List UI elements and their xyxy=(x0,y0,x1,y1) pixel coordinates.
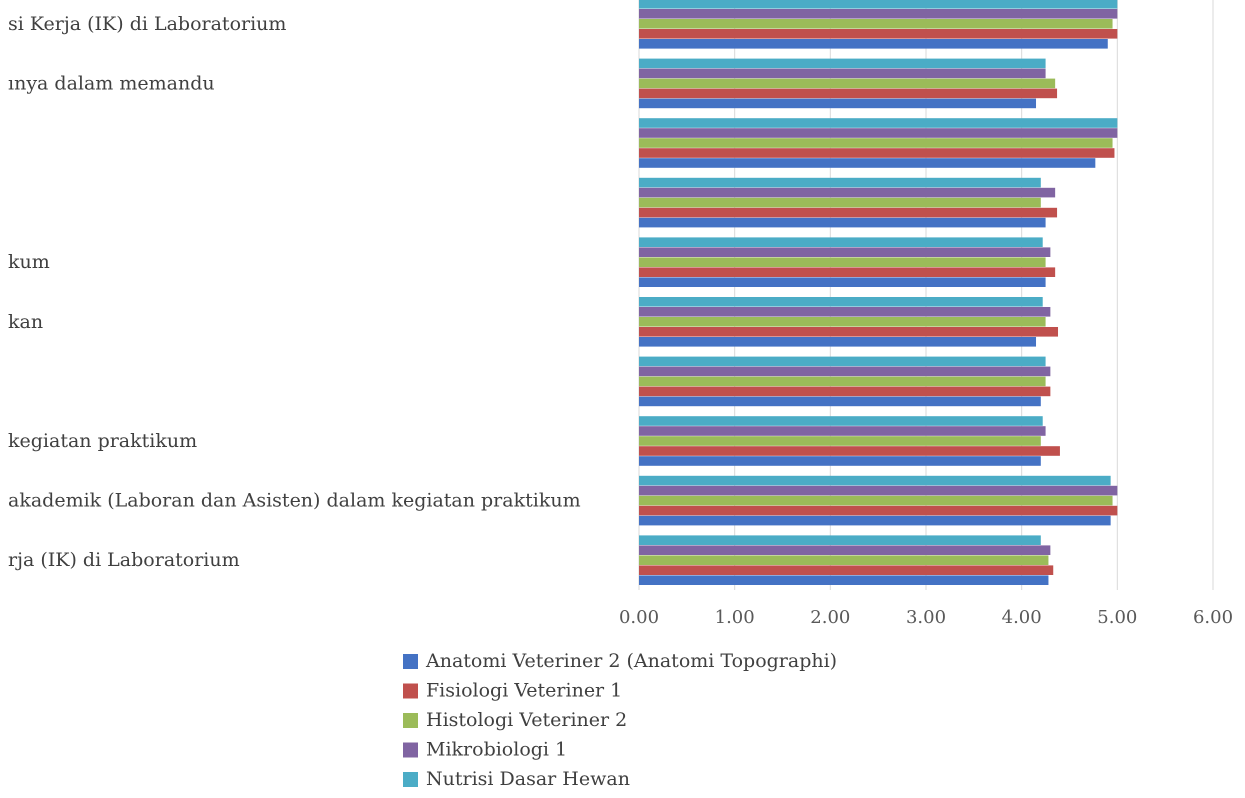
legend-label-3: Mikrobiologi 1 xyxy=(426,739,567,761)
x-tick-label-1: 1.00 xyxy=(715,607,755,628)
category-label-8: akademik (Laboran dan Asisten) dalam keg… xyxy=(8,490,581,512)
gridlines xyxy=(638,0,1214,590)
bar-c8-s4 xyxy=(639,475,1111,486)
category-label-4: kum xyxy=(8,251,50,273)
bar-c8-s3 xyxy=(639,485,1118,496)
legend-swatch-2 xyxy=(403,713,418,728)
bar-c6-s2 xyxy=(639,376,1046,387)
bar-c1-s1 xyxy=(639,88,1058,99)
x-tick-label-5: 5.00 xyxy=(1097,607,1137,628)
category-labels: si Kerja (IK) di Laboratorium ınya dalam … xyxy=(8,13,581,571)
legend-swatch-4 xyxy=(403,772,418,787)
bar-c1-s4 xyxy=(639,58,1046,69)
legend-label-1: Fisiologi Veteriner 1 xyxy=(426,680,622,702)
bar-c9-s3 xyxy=(639,545,1051,555)
legend: Anatomi Veteriner 2 (Anatomi Topographi)… xyxy=(403,650,837,790)
x-tick-label-0: 0.00 xyxy=(619,607,659,628)
bar-c0-s1 xyxy=(639,29,1118,39)
x-tick-label-6: 6.00 xyxy=(1193,607,1233,628)
bar-c2-s4 xyxy=(639,118,1118,128)
legend-swatch-3 xyxy=(403,742,418,758)
x-tick-label-2: 2.00 xyxy=(810,607,850,628)
bars xyxy=(639,0,1118,585)
bar-c1-s0 xyxy=(639,98,1037,109)
bar-c7-s1 xyxy=(639,446,1060,456)
bar-c4-s0 xyxy=(639,277,1046,287)
bar-c2-s1 xyxy=(639,148,1115,158)
bar-c5-s0 xyxy=(639,337,1037,347)
x-tick-label-4: 4.00 xyxy=(1002,607,1042,628)
legend-label-0: Anatomi Veteriner 2 (Anatomi Topographi) xyxy=(425,650,837,672)
bar-c9-s2 xyxy=(639,555,1049,565)
bar-c7-s0 xyxy=(639,456,1041,466)
bar-c4-s3 xyxy=(639,247,1051,257)
bar-c8-s0 xyxy=(639,515,1111,526)
category-label-7: kegiatan praktikum xyxy=(8,430,197,452)
bar-c7-s3 xyxy=(639,426,1046,436)
bar-c3-s4 xyxy=(639,177,1041,188)
legend-label-4: Nutrisi Dasar Hewan xyxy=(426,768,630,790)
bar-c3-s0 xyxy=(639,217,1046,228)
bar-c1-s2 xyxy=(639,78,1056,89)
bar-c0-s2 xyxy=(639,19,1113,29)
bar-c9-s0 xyxy=(639,575,1049,585)
bar-c1-s3 xyxy=(639,68,1046,79)
legend-swatch-1 xyxy=(403,683,418,699)
bar-c0-s3 xyxy=(639,9,1118,19)
bar-c2-s2 xyxy=(639,138,1113,148)
bar-c7-s2 xyxy=(639,436,1041,446)
bar-c0-s0 xyxy=(639,39,1108,49)
bar-c6-s1 xyxy=(639,386,1051,397)
bar-c6-s3 xyxy=(639,366,1051,377)
bar-c2-s0 xyxy=(639,158,1096,168)
bar-c3-s2 xyxy=(639,197,1041,208)
bar-c3-s1 xyxy=(639,207,1058,218)
bar-c4-s2 xyxy=(639,257,1046,267)
bar-c6-s0 xyxy=(639,396,1041,407)
category-label-0: si Kerja (IK) di Laboratorium xyxy=(8,13,286,35)
legend-label-2: Histologi Veteriner 2 xyxy=(426,709,627,731)
bar-c9-s1 xyxy=(639,565,1054,575)
category-label-5: kan xyxy=(8,311,43,333)
bar-c4-s1 xyxy=(639,267,1056,277)
bar-c8-s2 xyxy=(639,495,1113,506)
bar-c3-s3 xyxy=(639,187,1056,198)
bar-c7-s4 xyxy=(639,416,1043,426)
bar-c5-s2 xyxy=(639,317,1046,327)
bar-c8-s1 xyxy=(639,505,1118,516)
category-label-9: rja (IK) di Laboratorium xyxy=(8,549,240,571)
legend-swatch-0 xyxy=(403,654,418,669)
category-label-1: ınya dalam memandu xyxy=(8,72,215,94)
bar-c5-s4 xyxy=(639,297,1043,307)
bar-c9-s4 xyxy=(639,535,1041,545)
x-tick-labels: 0.00 1.00 2.00 3.00 4.00 5.00 6.00 xyxy=(619,607,1233,628)
bar-c4-s4 xyxy=(639,237,1043,247)
bar-c5-s1 xyxy=(639,327,1059,337)
x-tick-label-3: 3.00 xyxy=(906,607,946,628)
bar-c0-s4 xyxy=(639,0,1118,9)
bar-c5-s3 xyxy=(639,307,1051,317)
bar-c6-s4 xyxy=(639,356,1046,367)
bar-c2-s3 xyxy=(639,128,1118,138)
